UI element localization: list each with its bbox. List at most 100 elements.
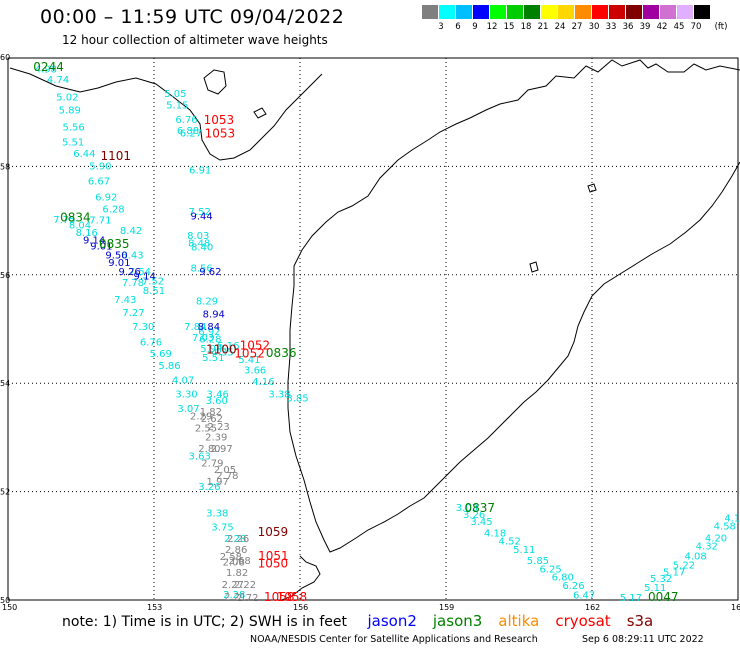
wave-height-value: 4.35	[211, 348, 233, 359]
wave-height-value: 5.51	[62, 137, 84, 148]
wave-height-value: 4.16	[252, 377, 274, 388]
wave-height-value: 5.85	[527, 556, 549, 567]
wave-height-value: 7.75	[53, 215, 75, 226]
wave-height-value: 5.41	[238, 355, 260, 366]
wave-height-value: 7.43	[114, 295, 136, 306]
wave-height-value: 5.32	[650, 574, 672, 585]
satellite-altika: altika	[498, 612, 540, 630]
wave-height-value: 6.91	[189, 165, 211, 176]
pass-time-label: 0836	[266, 346, 297, 360]
kamchatka-coastline	[287, 59, 740, 553]
wave-height-value: 2.28	[224, 534, 246, 545]
wave-height-value: 2.23	[208, 422, 230, 433]
wave-height-value: 4.98	[35, 65, 57, 76]
lat-tick-label: 60	[0, 53, 10, 62]
wave-height-value: 2.39	[205, 433, 227, 444]
wave-height-value: 3.46	[207, 389, 229, 400]
wave-height-value: 5.17	[620, 593, 642, 604]
wave-height-value: 2.68	[228, 556, 250, 567]
wave-height-value: 5.89	[59, 105, 81, 116]
wave-height-value: 7.54	[129, 267, 151, 278]
wave-height-value: 9.14	[83, 235, 105, 246]
satellite-cryosat: cryosat	[555, 612, 611, 630]
legend-label: 12	[486, 22, 498, 32]
wave-height-value: 3.30	[175, 389, 197, 400]
wave-height-value: 3.60	[206, 396, 228, 407]
wave-height-value: 2.58	[220, 552, 242, 563]
notes-bar: note: 1) Time is in UTC; 2) SWH is in fe…	[62, 612, 665, 630]
legend-swatch	[422, 5, 438, 19]
wave-height-value: 4.58	[714, 522, 736, 533]
wave-height-value: 4.32	[696, 542, 718, 553]
wave-height-value: 8.29	[196, 297, 218, 308]
map-frame	[7, 57, 739, 601]
wave-height-value: 3.26	[463, 510, 485, 521]
axis-tick-labels: 150 153 156 159 162 165 60 58 56 54 52 50	[0, 53, 740, 612]
legend-label: 15	[503, 22, 515, 32]
wave-height-value: 2.62	[201, 414, 223, 425]
wave-height-value: 8.03	[187, 231, 209, 242]
legend-swatch	[626, 5, 642, 19]
pass-time-label: 1050	[258, 556, 289, 570]
wave-height-value: 4.52	[499, 537, 521, 548]
wave-height-value: 7.52	[189, 207, 211, 218]
legend-label: 18	[520, 22, 532, 32]
lat-tick-label: 50	[0, 596, 10, 605]
wave-height-value: 3.03	[456, 503, 478, 514]
wave-height-value: 2.79	[201, 459, 223, 470]
wave-height-value: 6.76	[175, 115, 197, 126]
legend-label: 3	[438, 22, 444, 32]
lon-tick-label: 153	[147, 603, 162, 612]
legend-label: 42	[656, 22, 668, 32]
legend-swatch	[473, 5, 489, 19]
wave-height-value: 4.18	[484, 529, 506, 540]
wave-height-value: 5.94	[200, 344, 222, 355]
wave-height-value: 2.55	[195, 423, 217, 434]
generated-timestamp: Sep 6 08:29:11 UTC 2022	[582, 634, 704, 645]
wave-height-value: 9.50	[105, 251, 127, 262]
wave-height-value: 9.62	[199, 267, 221, 278]
wave-height-value: 2.72	[236, 593, 258, 604]
legend-label: 21	[537, 22, 549, 32]
island-3	[529, 261, 539, 273]
wave-height-value: 2.86	[225, 545, 247, 556]
wave-height-value: 3.26	[198, 482, 220, 493]
pass-time-label: 0047	[648, 590, 679, 604]
wave-height-value: 3.38	[268, 389, 290, 400]
wave-height-value: 7.27	[122, 308, 144, 319]
wave-height-value: 9.01	[108, 258, 130, 269]
wave-height-value: 5.90	[89, 162, 111, 173]
legend-swatch	[643, 5, 659, 19]
wave-height-value: 8.04	[69, 221, 91, 232]
wave-height-value: 7.52	[142, 277, 164, 288]
pass-time-label: 1101	[100, 149, 131, 163]
wave-height-value: 6.28	[199, 335, 221, 346]
wave-height-value: 6.67	[88, 176, 110, 187]
credit-line: NOAA/NESDIS Center for Satellite Applica…	[250, 634, 538, 645]
map-subtitle: 12 hour collection of altimeter wave hei…	[62, 33, 328, 47]
legend-swatch	[524, 5, 540, 19]
wave-height-value: 9.01	[90, 241, 112, 252]
wave-height-value: 5.02	[56, 92, 78, 103]
legend-label: 6	[455, 22, 461, 32]
wave-height-value: 5.11	[644, 583, 666, 594]
legend-label: 39	[639, 22, 651, 32]
wave-height-value: 5.16	[217, 341, 239, 352]
legend-swatch	[507, 5, 523, 19]
legend-swatch	[677, 5, 693, 19]
satellite-s3a: s3a	[626, 612, 654, 630]
wave-height-value: 8.94	[203, 310, 225, 321]
pass-time-label: 1053	[204, 113, 235, 127]
wave-height-value: 3.85	[286, 394, 308, 405]
wave-height-value: 2.21	[224, 592, 246, 603]
wave-height-value: 7.71	[89, 215, 111, 226]
coastline	[9, 59, 740, 601]
magadan-coastline	[9, 67, 323, 161]
wave-height-value: 6.92	[198, 327, 220, 338]
wave-height-value: 7.84	[184, 322, 206, 333]
legend-swatch	[456, 5, 472, 19]
wave-height-value: 9.14	[134, 272, 156, 283]
wave-height-value: 7.78	[122, 278, 144, 289]
wave-height-value: 6.28	[102, 204, 124, 215]
